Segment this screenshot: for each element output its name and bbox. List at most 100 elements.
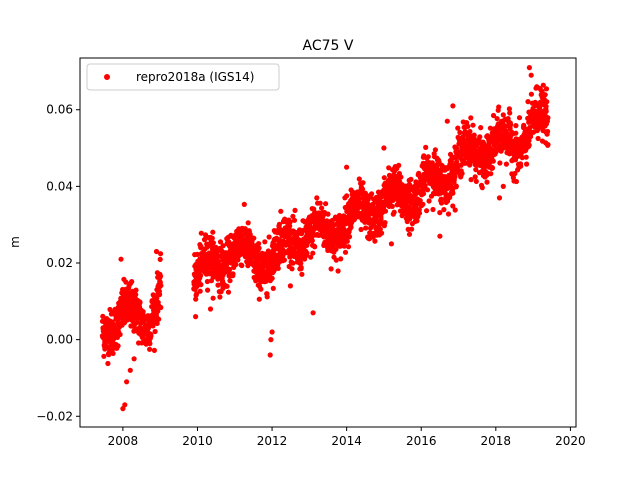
data-point — [115, 343, 121, 349]
data-point — [381, 145, 387, 151]
data-point — [299, 271, 305, 277]
data-point — [473, 167, 479, 173]
x-tick-label: 2020 — [555, 434, 586, 448]
data-point — [220, 243, 226, 249]
data-point — [147, 341, 153, 347]
data-point — [298, 260, 304, 266]
data-point — [523, 154, 529, 160]
data-point — [275, 265, 281, 271]
data-point — [227, 266, 233, 272]
data-point — [105, 360, 111, 367]
data-point — [335, 268, 341, 274]
data-point — [543, 108, 549, 114]
data-point — [158, 251, 164, 257]
data-point — [310, 250, 316, 256]
x-axis: 2008 2010 2012 2014 2016 2018 2020 — [108, 427, 586, 448]
data-point — [267, 352, 273, 358]
data-point — [319, 205, 325, 211]
data-point — [281, 257, 287, 263]
data-point — [129, 279, 135, 285]
data-point — [381, 175, 387, 181]
data-point — [266, 234, 272, 240]
data-point — [348, 224, 354, 230]
data-point — [438, 196, 444, 202]
data-point — [420, 191, 427, 197]
data-point — [500, 183, 506, 189]
data-point — [513, 130, 519, 136]
data-point — [398, 174, 404, 180]
data-point — [147, 346, 153, 352]
data-point — [496, 195, 503, 201]
data-point — [276, 221, 282, 227]
data-point — [507, 110, 513, 116]
data-point — [363, 225, 369, 231]
data-point — [417, 198, 423, 204]
data-points — [99, 65, 551, 412]
data-point — [372, 238, 378, 244]
data-point — [478, 125, 484, 131]
data-point — [210, 240, 216, 246]
data-point — [382, 208, 389, 214]
data-point — [312, 244, 318, 250]
data-point — [317, 200, 323, 206]
data-point — [543, 86, 550, 92]
data-point — [314, 195, 320, 201]
data-point — [490, 112, 497, 119]
data-point — [358, 226, 364, 233]
data-point — [198, 230, 204, 236]
data-point — [210, 229, 216, 235]
data-point — [450, 103, 456, 109]
data-point — [432, 147, 438, 153]
plot-frame — [79, 57, 577, 428]
data-point — [452, 207, 458, 213]
data-point — [540, 82, 546, 88]
data-point — [490, 158, 496, 164]
data-point — [542, 92, 548, 98]
data-point — [420, 201, 426, 207]
data-point — [154, 320, 160, 326]
data-point — [516, 115, 523, 121]
data-point — [100, 313, 106, 319]
data-point — [344, 238, 350, 244]
data-point — [224, 283, 230, 289]
data-point — [447, 151, 454, 157]
data-point — [151, 347, 157, 353]
data-point — [526, 65, 533, 71]
data-point — [155, 308, 161, 314]
data-point — [150, 323, 156, 329]
data-point — [323, 201, 329, 207]
chart-title: AC75 V — [303, 38, 354, 54]
data-point — [344, 164, 350, 170]
data-point — [133, 292, 139, 298]
data-point — [396, 162, 402, 168]
data-point — [256, 296, 262, 302]
data-point — [378, 216, 384, 223]
data-point — [524, 161, 530, 167]
data-point — [287, 223, 293, 229]
data-point — [123, 279, 129, 285]
data-point — [496, 104, 502, 110]
data-point — [158, 304, 164, 311]
data-point — [426, 198, 432, 204]
data-point — [512, 170, 518, 177]
data-point — [506, 106, 512, 112]
data-point — [198, 282, 204, 288]
data-point — [258, 286, 264, 292]
data-point — [158, 282, 164, 289]
data-point — [225, 289, 232, 295]
y-tick-label: −0.02 — [36, 409, 73, 423]
data-point — [441, 207, 447, 213]
data-point — [157, 273, 164, 279]
data-point — [133, 287, 139, 293]
legend-box — [86, 63, 280, 91]
y-tick-label: 0.04 — [46, 179, 73, 193]
data-point — [378, 220, 384, 227]
data-point — [467, 128, 473, 135]
legend-label: repro2018a (IGS14) — [136, 70, 254, 84]
data-point — [429, 160, 435, 166]
data-point — [309, 238, 315, 244]
data-point — [287, 219, 293, 225]
data-point — [245, 220, 251, 226]
data-point — [388, 241, 394, 247]
